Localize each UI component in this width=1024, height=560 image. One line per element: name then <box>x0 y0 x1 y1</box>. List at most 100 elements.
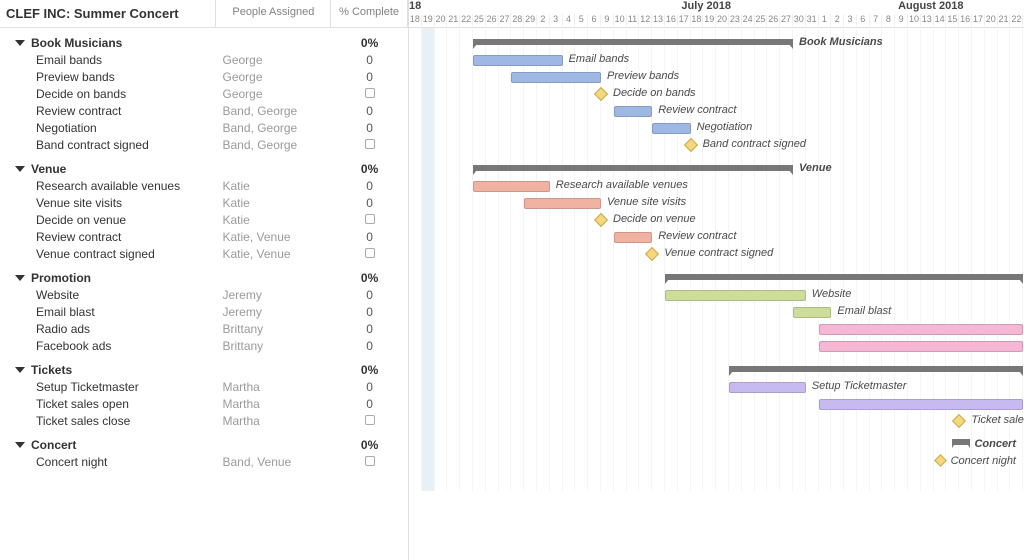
task-row[interactable]: NegotiationBand, George0 <box>0 120 408 137</box>
task-complete-checkbox[interactable] <box>365 214 375 224</box>
day-label: 30 <box>793 14 806 28</box>
day-label: 10 <box>614 14 627 28</box>
task-complete-checkbox[interactable] <box>365 139 375 149</box>
task-row[interactable]: Review contractBand, George0 <box>0 103 408 120</box>
day-label: 6 <box>588 14 601 28</box>
group-bracket[interactable] <box>665 274 1023 280</box>
group-bracket[interactable] <box>473 39 793 45</box>
day-label: 20 <box>435 14 448 28</box>
disclosure-icon[interactable] <box>15 367 25 373</box>
group-row[interactable]: Promotion0% <box>0 270 408 287</box>
task-name: Review contract <box>0 103 217 120</box>
bracket-icon <box>952 439 970 445</box>
group-row[interactable]: Tickets0% <box>0 362 408 379</box>
task-row[interactable]: Facebook adsBrittany0 <box>0 338 408 355</box>
task-row[interactable]: Preview bandsGeorge0 <box>0 69 408 86</box>
task-row[interactable]: Email bandsGeorge0 <box>0 52 408 69</box>
task-people: Katie <box>217 178 332 195</box>
gantt-bar[interactable] <box>729 382 806 393</box>
task-complete-checkbox[interactable] <box>365 415 375 425</box>
disclosure-icon[interactable] <box>15 275 25 281</box>
task-name: Negotiation <box>0 120 217 137</box>
task-people: George <box>217 69 332 86</box>
task-pct: 0 <box>366 53 373 67</box>
task-row[interactable]: Venue site visitsKatie0 <box>0 195 408 212</box>
task-complete-checkbox[interactable] <box>365 88 375 98</box>
gantt-bar[interactable] <box>473 181 550 192</box>
task-name: Radio ads <box>0 321 217 338</box>
day-label: 18 <box>409 14 422 28</box>
gantt-milestone[interactable] <box>594 213 608 227</box>
group-name: Venue <box>31 162 66 176</box>
group-bracket[interactable] <box>473 165 793 171</box>
task-pct: 0 <box>366 104 373 118</box>
group-bracket-label: Book Musicians <box>799 36 883 48</box>
task-row[interactable]: Ticket sales closeMartha <box>0 413 408 430</box>
gantt-bar[interactable] <box>614 106 652 117</box>
task-row[interactable]: Review contractKatie, Venue0 <box>0 229 408 246</box>
day-label: 19 <box>422 14 435 28</box>
day-label: 28 <box>511 14 524 28</box>
task-name: Concert night <box>0 454 217 471</box>
gantt-bar[interactable] <box>473 55 563 66</box>
day-label: 26 <box>486 14 499 28</box>
group-row[interactable]: Book Musicians0% <box>0 35 408 52</box>
gantt-bar[interactable] <box>614 232 652 243</box>
gantt-milestone-label: Ticket sales close <box>971 414 1024 426</box>
col-header-people[interactable]: People Assigned <box>216 0 331 28</box>
group-name: Book Musicians <box>31 36 122 50</box>
project-title: CLEF INC: Summer Concert <box>0 0 216 28</box>
task-row[interactable]: Decide on bandsGeorge <box>0 86 408 103</box>
day-label: 19 <box>703 14 716 28</box>
task-row[interactable]: Research available venuesKatie0 <box>0 178 408 195</box>
task-row[interactable]: WebsiteJeremy0 <box>0 287 408 304</box>
task-row[interactable]: Radio adsBrittany0 <box>0 321 408 338</box>
gantt-bar[interactable] <box>819 341 1024 352</box>
day-label: 31 <box>806 14 819 28</box>
group-row[interactable]: Concert0% <box>0 437 408 454</box>
task-row[interactable]: Decide on venueKatie <box>0 212 408 229</box>
gantt-bar[interactable] <box>819 324 1024 335</box>
group-pct: 0% <box>331 161 408 178</box>
gantt-milestone[interactable] <box>952 414 966 428</box>
task-row[interactable]: Ticket sales openMartha0 <box>0 396 408 413</box>
task-row[interactable]: Setup TicketmasterMartha0 <box>0 379 408 396</box>
disclosure-icon[interactable] <box>15 442 25 448</box>
task-complete-checkbox[interactable] <box>365 456 375 466</box>
month-label: July 2018 <box>575 0 838 14</box>
task-people: George <box>217 86 332 103</box>
task-row[interactable]: Venue contract signedKatie, Venue <box>0 246 408 263</box>
gantt-bar[interactable] <box>665 290 806 301</box>
task-people: Katie, Venue <box>217 246 332 263</box>
task-list-pane: CLEF INC: Summer Concert People Assigned… <box>0 0 409 560</box>
task-row[interactable]: Email blastJeremy0 <box>0 304 408 321</box>
gantt-bar[interactable] <box>511 72 601 83</box>
gantt-milestone[interactable] <box>684 138 698 152</box>
task-pct: 0 <box>366 121 373 135</box>
day-label: 24 <box>742 14 755 28</box>
task-pct: 0 <box>366 230 373 244</box>
group-bracket[interactable] <box>729 366 1023 372</box>
disclosure-icon[interactable] <box>15 166 25 172</box>
gantt-bar[interactable] <box>819 399 1024 410</box>
task-row[interactable]: Band contract signedBand, George <box>0 137 408 154</box>
day-label: 29 <box>524 14 537 28</box>
task-row[interactable]: Concert nightBand, Venue <box>0 454 408 471</box>
task-name: Ticket sales close <box>0 413 217 430</box>
day-label: 21 <box>447 14 460 28</box>
gantt-bar[interactable] <box>793 307 831 318</box>
gantt-bar[interactable] <box>524 198 601 209</box>
task-people: Martha <box>217 379 332 396</box>
col-header-pct[interactable]: % Complete <box>331 0 408 28</box>
gantt-bar[interactable] <box>652 123 690 134</box>
legend-item: Concert <box>952 438 1016 450</box>
day-label: 7 <box>870 14 883 28</box>
gantt-pane[interactable]: 18July 2018August 2018 18192021222526272… <box>409 0 1024 560</box>
task-name: Website <box>0 287 217 304</box>
disclosure-icon[interactable] <box>15 40 25 46</box>
day-label: 14 <box>934 14 947 28</box>
gantt-milestone[interactable] <box>594 87 608 101</box>
gantt-milestone[interactable] <box>645 247 659 261</box>
task-complete-checkbox[interactable] <box>365 248 375 258</box>
group-row[interactable]: Venue 0% <box>0 161 408 178</box>
